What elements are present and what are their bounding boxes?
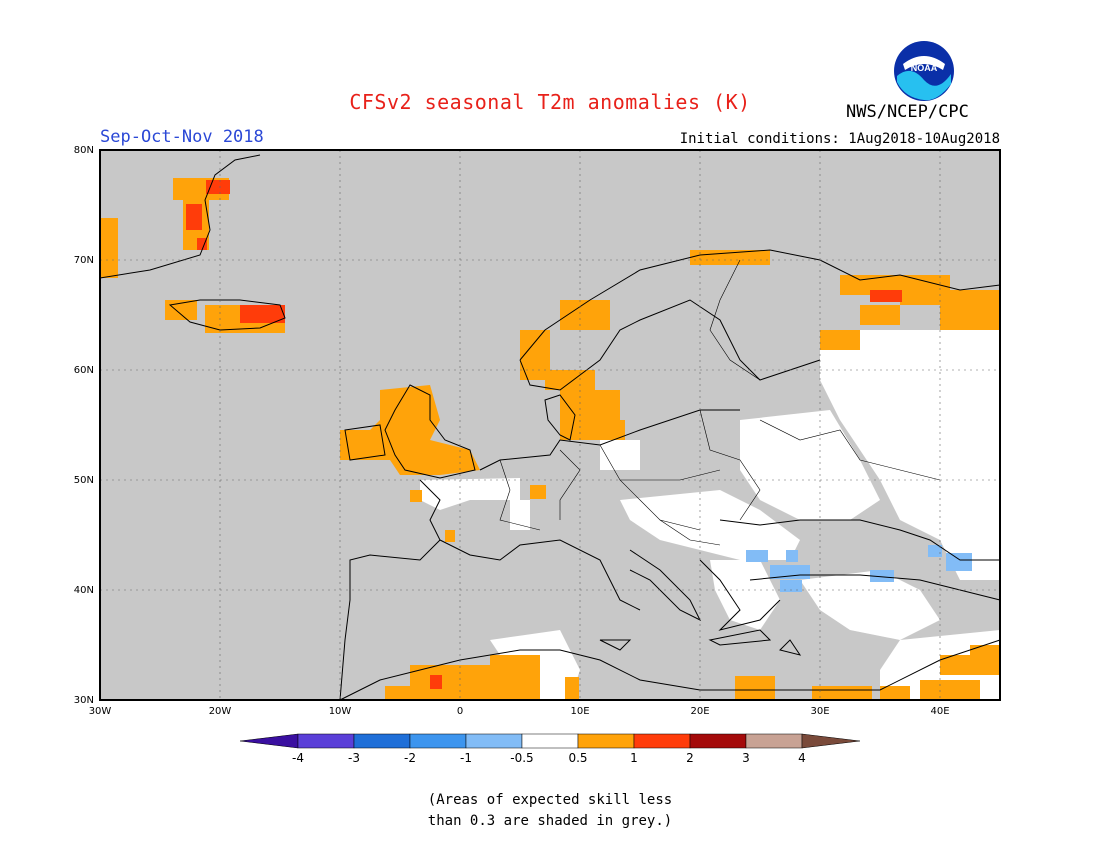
colorbar-arrow-low [239, 733, 299, 749]
colorbar: -4 -3 -2 -1 -0.5 0.5 1 2 3 4 [239, 733, 861, 765]
colorbar-segment [521, 733, 579, 749]
colorbar-label: 3 [742, 751, 750, 765]
season-label: Sep-Oct-Nov 2018 [100, 127, 264, 147]
negative-anomaly-regions [746, 545, 972, 592]
lat-tick-label: 60N [74, 365, 94, 376]
colorbar-segment [745, 733, 803, 749]
lon-tick-label: 10W [329, 706, 352, 717]
lon-tick-label: 30E [810, 706, 829, 717]
lon-tick-label: 20E [690, 706, 709, 717]
map-frame [99, 149, 1001, 701]
borders [499, 259, 941, 546]
noaa-logo-text: NOAA [911, 63, 938, 73]
colorbar-segment [297, 733, 355, 749]
colorbar-segment [465, 733, 523, 749]
lon-tick-label: 10E [570, 706, 589, 717]
colorbar-arrow-high [801, 733, 861, 749]
colorbar-segment [633, 733, 691, 749]
colorbar-label: 4 [798, 751, 806, 765]
lat-axis: 80N 70N 60N 50N 40N 30N [74, 145, 94, 706]
colorbar-label: -3 [348, 751, 360, 765]
skill-note-line: than 0.3 are shaded in grey.) [427, 813, 673, 829]
colorbar-segment [689, 733, 747, 749]
lat-tick-label: 70N [74, 255, 94, 266]
positive-anomaly-regions [100, 178, 1000, 700]
map-title: CFSv2 seasonal T2m anomalies (K) [349, 90, 751, 114]
lon-axis: 30W 20W 10W 0 10E 20E 30E 40E [89, 706, 950, 717]
colorbar-segment [577, 733, 635, 749]
lat-tick-label: 30N [74, 695, 94, 706]
colorbar-label: -0.5 [510, 751, 533, 765]
colorbar-label: 1 [630, 751, 638, 765]
colorbar-segment [353, 733, 411, 749]
colorbar-label: 2 [686, 751, 694, 765]
lat-tick-label: 80N [74, 145, 94, 156]
skill-note: (Areas of expected skill less than 0.3 a… [0, 790, 1100, 832]
lon-tick-label: 20W [209, 706, 232, 717]
lat-tick-label: 50N [74, 475, 94, 486]
colorbar-label: 0.5 [568, 751, 587, 765]
lon-tick-label: 40E [930, 706, 949, 717]
colorbar-segment [409, 733, 467, 749]
initial-conditions: Initial conditions: 1Aug2018-10Aug2018 [679, 131, 1000, 147]
agency-label: NWS/NCEP/CPC [846, 102, 969, 122]
gridlines [100, 150, 1000, 700]
noaa-logo: NOAA [893, 40, 955, 102]
colorbar-label: -4 [292, 751, 304, 765]
lon-tick-label: 0 [457, 706, 463, 717]
lon-tick-label: 30W [89, 706, 112, 717]
skill-note-line: (Areas of expected skill less [427, 792, 673, 808]
colorbar-label: -1 [460, 751, 472, 765]
colorbar-label: -2 [404, 751, 416, 765]
coastlines [99, 154, 1001, 701]
lat-tick-label: 40N [74, 585, 94, 596]
